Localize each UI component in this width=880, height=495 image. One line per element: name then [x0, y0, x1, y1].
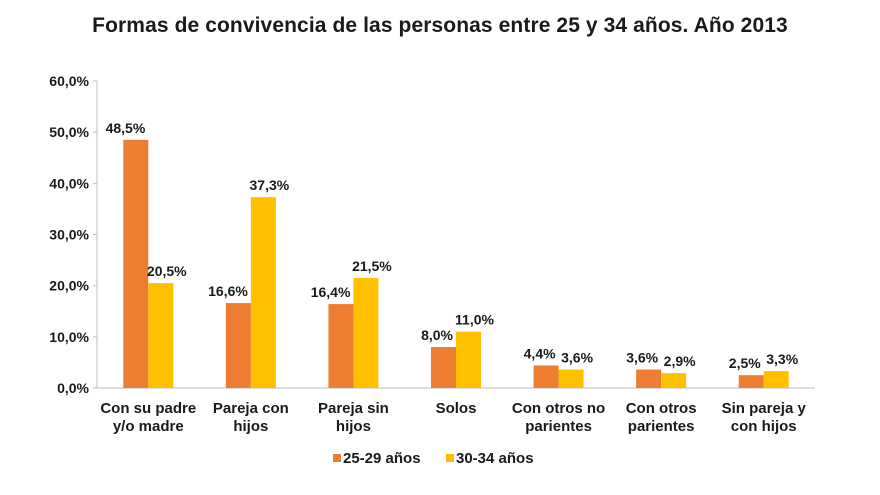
- y-tick-label: 40,0%: [49, 175, 89, 191]
- legend-label: 25-29 años: [343, 450, 421, 467]
- y-tick-label: 0,0%: [57, 380, 89, 396]
- bar-series-2: [353, 277, 379, 388]
- data-label: 16,4%: [311, 284, 351, 300]
- legend-swatch: [446, 454, 454, 462]
- data-label: 48,5%: [106, 120, 146, 136]
- y-tick-label: 10,0%: [49, 329, 89, 345]
- data-label: 3,6%: [561, 350, 593, 366]
- legend-label: 30-34 años: [456, 450, 534, 467]
- legend: 25-29 años 30-34 años: [333, 450, 534, 467]
- bar-series-1: [431, 347, 456, 388]
- category-label: parientes: [628, 418, 695, 435]
- bar-series-1: [636, 369, 662, 388]
- bar-series-2: [148, 283, 174, 388]
- category-label: Pareja con: [213, 400, 289, 417]
- data-label: 21,5%: [352, 258, 392, 274]
- data-label: 2,9%: [664, 353, 696, 369]
- category-label: parientes: [525, 418, 592, 435]
- bar-series-1: [533, 365, 559, 388]
- category-label: y/o madre: [113, 418, 184, 435]
- category-label: con hijos: [731, 418, 797, 435]
- bar-series-1: [738, 375, 764, 388]
- data-label: 11,0%: [455, 312, 494, 328]
- category-label: Solos: [436, 400, 477, 417]
- legend-swatch: [333, 454, 341, 462]
- y-tick-label: 60,0%: [49, 73, 89, 89]
- bar-series-2: [558, 369, 584, 388]
- data-label: 3,6%: [626, 350, 658, 366]
- category-label: hijos: [233, 418, 268, 435]
- y-tick-label: 30,0%: [49, 227, 89, 243]
- bar-series-1: [225, 303, 251, 388]
- data-label: 16,6%: [208, 283, 248, 299]
- bar-series-2: [250, 197, 276, 388]
- data-label: 4,4%: [524, 345, 556, 361]
- bar-series-1: [328, 304, 354, 388]
- bar-series-2: [763, 371, 789, 388]
- data-label: 37,3%: [250, 177, 290, 193]
- y-tick-label: 20,0%: [49, 278, 89, 294]
- bar-series-2: [456, 331, 481, 388]
- bar-series-2: [661, 373, 687, 388]
- data-label: 8,0%: [421, 327, 453, 343]
- bars: [123, 139, 789, 388]
- category-label: Sin pareja y: [722, 400, 807, 417]
- category-label: Con otros: [626, 400, 697, 417]
- data-labels: 48,5% 20,5% 16,6% 37,3% 16,4%21,5% 8,0%11,0% 4…: [106, 120, 799, 371]
- category-label: Con otros no: [512, 400, 605, 417]
- category-label: hijos: [336, 418, 371, 435]
- y-tick-label: 50,0%: [49, 124, 89, 140]
- bar-series-1: [123, 139, 149, 388]
- category-label: Pareja sin: [318, 400, 389, 417]
- data-label: 20,5%: [147, 263, 187, 279]
- axes: 0,0% 10,0% 20,0% 30,0% 40,0% 50,0% 60,0%: [49, 73, 815, 396]
- category-label: Con su padre: [100, 400, 196, 417]
- data-label: 2,5%: [729, 355, 761, 371]
- chart-title: Formas de convivencia de las personas en…: [92, 14, 788, 37]
- data-label: 3,3%: [766, 351, 798, 367]
